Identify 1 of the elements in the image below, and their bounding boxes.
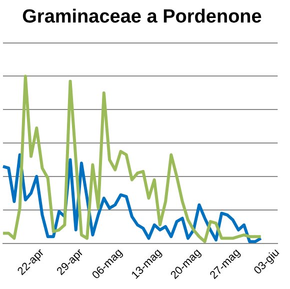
chart-title: Graminaceae a Pordenone: [22, 6, 262, 28]
